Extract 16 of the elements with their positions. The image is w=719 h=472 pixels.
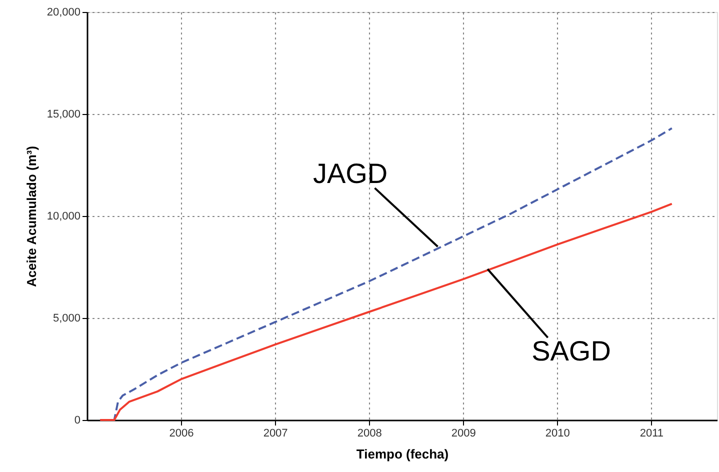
y-tick-label: 10,000: [46, 210, 80, 222]
x-axis-title: Tiempo (fecha): [356, 446, 449, 462]
x-tick-label: 2011: [640, 428, 664, 440]
y-axis-title: Aceite Acumulado (m³): [24, 146, 39, 288]
y-tick-label: 5,000: [52, 312, 80, 324]
x-tick-label: 2008: [357, 428, 382, 440]
x-tick-label: 2010: [545, 428, 570, 440]
x-tick-label: 2007: [263, 428, 288, 440]
annotation: JAGD: [312, 158, 388, 190]
y-tick-label: 0: [74, 414, 80, 426]
y-tick-label: 20,000: [46, 6, 80, 18]
x-tick-label: 2006: [169, 428, 194, 440]
x-tick-label: 2009: [451, 428, 476, 440]
annotation: SAGD: [532, 336, 611, 367]
line-series: [99, 202, 673, 421]
y-tick-label: 15,000: [46, 108, 80, 120]
